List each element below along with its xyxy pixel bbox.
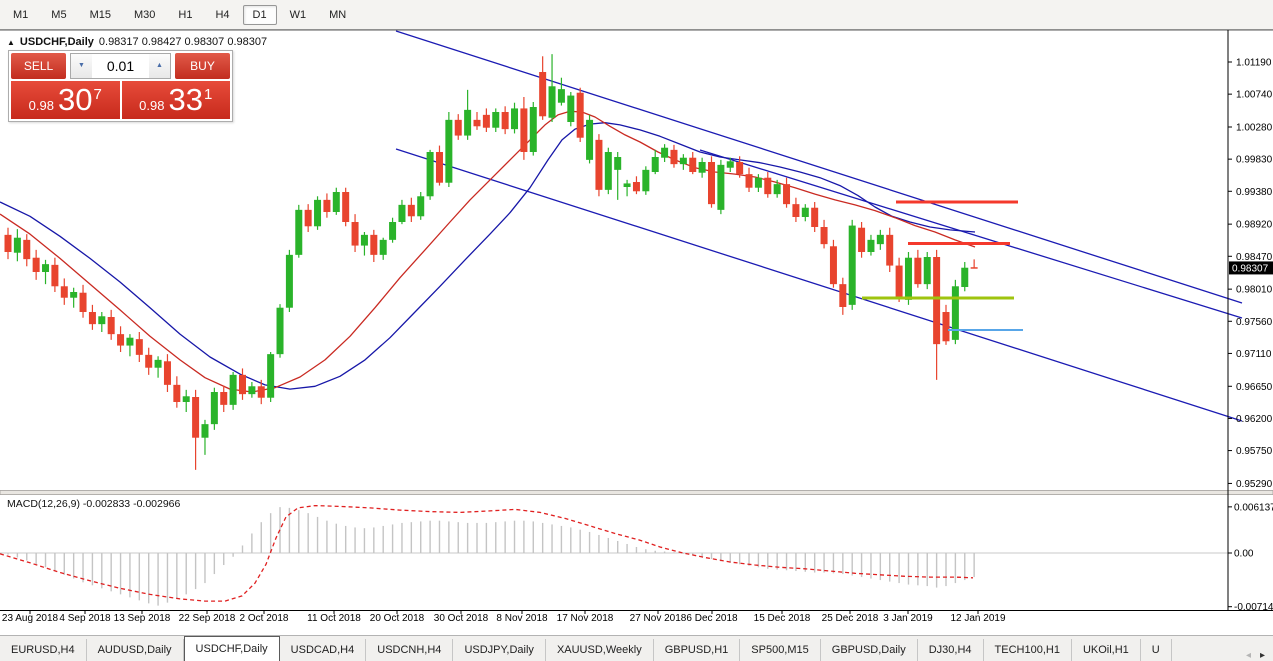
buy-price-prefix: 0.98 (139, 97, 165, 113)
chart-tab-xauusd-weekly[interactable]: XAUUSD,Weekly (546, 639, 654, 661)
date-tick-label: 30 Oct 2018 (433, 613, 489, 624)
svg-text:0.97110: 0.97110 (1236, 349, 1272, 360)
date-axis-ticks (29, 611, 979, 614)
timeframe-toolbar: M1 M5 M15 M30 H1 H4 D1 W1 MN (0, 0, 1273, 30)
date-tick-label: 20 Oct 2018 (369, 613, 425, 624)
date-tick-label: 4 Sep 2018 (59, 613, 111, 624)
date-tick-label: 23 Aug 2018 (1, 613, 59, 624)
svg-text:0.98920: 0.98920 (1236, 220, 1273, 231)
chart-tab-audusd-daily[interactable]: AUDUSD,Daily (87, 639, 184, 661)
sell-price-prefix: 0.98 (28, 97, 54, 113)
timeframe-button-mn[interactable]: MN (329, 8, 347, 21)
date-tick-label: 3 Jan 2019 (883, 613, 933, 624)
date-tick-label: 6 Dec 2018 (686, 613, 738, 624)
moving-average-lines (0, 110, 976, 393)
date-tick-label: 17 Nov 2018 (556, 613, 614, 624)
buy-button[interactable]: BUY (175, 53, 230, 79)
svg-text:0.95750: 0.95750 (1236, 446, 1273, 457)
chart-tab-usdcnh-h4[interactable]: USDCNH,H4 (366, 639, 454, 661)
chart-tab-eurusd-h4[interactable]: EURUSD,H4 (0, 639, 87, 661)
svg-text:0.97560: 0.97560 (1236, 317, 1273, 328)
sell-price-pips: 30 (57, 82, 93, 117)
date-axis: 23 Aug 2018 4 Sep 2018 13 Sep 2018 22 Sep 2… (0, 613, 1228, 631)
timeframe-button-h1[interactable]: H1 (178, 8, 193, 21)
date-tick-label: 8 Nov 2018 (496, 613, 548, 624)
date-tick-label: 2 Oct 2018 (239, 613, 289, 624)
timeframe-button-d1[interactable]: D1 (242, 4, 277, 25)
timeframe-button-h4[interactable]: H4 (215, 8, 230, 21)
timeframe-button-w1[interactable]: W1 (289, 8, 307, 21)
chart-tab-sp500-m15[interactable]: SP500,M15 (740, 639, 821, 661)
svg-text:0.96200: 0.96200 (1236, 414, 1273, 425)
sell-price-pipette: 7 (93, 85, 102, 103)
timeframe-button-m1[interactable]: M1 (13, 8, 29, 21)
sell-button[interactable]: SELL (11, 53, 66, 79)
chart-tab-usdchf-daily[interactable]: USDCHF,Daily (183, 636, 280, 661)
date-tick-label: 27 Nov 2018 (629, 613, 687, 624)
svg-text:0.99830: 0.99830 (1236, 155, 1273, 166)
chart-tab-gbpusd-h1[interactable]: GBPUSD,H1 (654, 639, 741, 661)
candlesticks (4, 54, 978, 470)
tab-scroll-right-icon[interactable]: ▸ (1259, 650, 1265, 661)
svg-text:0.95290: 0.95290 (1236, 479, 1273, 490)
tab-scroll-left-icon[interactable]: ◂ (1245, 650, 1251, 661)
chart-tab-list: EURUSD,H4 AUDUSD,Daily USDCHF,Daily USDCAD,… (0, 636, 1172, 661)
chart-tab-tech100-h1[interactable]: TECH100,H1 (984, 639, 1072, 661)
ohlc-values: 0.98317 0.98427 0.98307 0.98307 (98, 36, 268, 48)
chart-tab-bar: EURUSD,H4 AUDUSD,Daily USDCHF,Daily USDCAD,… (0, 635, 1273, 661)
symbol-name: USDCHF,Daily (19, 36, 94, 48)
date-tick-label: 25 Dec 2018 (821, 613, 879, 624)
svg-text:0.98010: 0.98010 (1236, 285, 1273, 296)
chart-tab-ukoil-h1[interactable]: UKOil,H1 (1072, 639, 1141, 661)
svg-text:0.98307: 0.98307 (1232, 263, 1269, 274)
svg-text:1.00280: 1.00280 (1236, 123, 1273, 134)
svg-text:0.006137: 0.006137 (1234, 502, 1273, 513)
svg-text:0.96650: 0.96650 (1236, 382, 1273, 393)
timeframe-button-m15[interactable]: M15 (89, 8, 111, 21)
timeframe-button-m5[interactable]: M5 (51, 8, 67, 21)
timeframe-button-group: M1 M5 M15 M30 H1 H4 D1 W1 MN (0, 4, 356, 25)
sell-price-box[interactable]: 0.98 30 7 (11, 81, 120, 119)
macd-indicator-label: MACD(12,26,9) -0.002833 -0.002966 (7, 498, 181, 510)
horizontal-level-lines (862, 200, 1023, 331)
collapse-triangle-icon[interactable]: ▲ (7, 37, 15, 47)
chart-tab-u[interactable]: U (1141, 639, 1172, 661)
macd-signal-line (0, 504, 974, 602)
chart-tab-usdcad-h4[interactable]: USDCAD,H4 (280, 639, 367, 661)
buy-price-pips: 33 (168, 82, 203, 117)
svg-text:1.01190: 1.01190 (1236, 58, 1272, 69)
svg-text:0.99380: 0.99380 (1236, 187, 1273, 198)
price-axis[interactable]: 1.01190 1.00740 1.00280 0.99830 0.99380 0.989… (1228, 58, 1273, 614)
volume-input[interactable] (92, 53, 149, 79)
date-tick-label: 15 Dec 2018 (753, 613, 811, 624)
volume-decrease-button[interactable]: ▼ (70, 53, 92, 79)
trend-channel-lines (395, 30, 1243, 422)
buy-price-pipette: 1 (203, 85, 213, 103)
chart-tab-usdjpy-daily[interactable]: USDJPY,Daily (453, 639, 546, 661)
date-tick-label: 12 Jan 2019 (950, 613, 1006, 624)
date-tick-label: 11 Oct 2018 (307, 613, 361, 624)
date-tick-label: 13 Sep 2018 (113, 613, 171, 624)
tab-scroll-controls: ◂ ▸ (1238, 650, 1273, 661)
svg-text:1.00740: 1.00740 (1236, 90, 1273, 101)
timeframe-button-m30[interactable]: M30 (133, 8, 156, 21)
chart-tab-dj30-h4[interactable]: DJ30,H4 (918, 639, 984, 661)
chart-symbol-header: ▲ USDCHF,Daily 0.98317 0.98427 0.98307 0… (7, 36, 267, 48)
macd-histogram (7, 507, 975, 606)
svg-text:-0.007142: -0.007142 (1234, 602, 1273, 613)
date-tick-label: 22 Sep 2018 (178, 613, 236, 624)
buy-price-box[interactable]: 0.98 33 1 (121, 81, 230, 119)
panel-splitter[interactable] (0, 490, 1273, 495)
one-click-trade-panel: SELL ▼ ▲ BUY 0.98 30 7 0.98 33 1 (8, 50, 233, 122)
svg-text:0.00: 0.00 (1234, 549, 1254, 560)
svg-text:0.98470: 0.98470 (1236, 252, 1273, 263)
volume-increase-button[interactable]: ▲ (149, 53, 171, 79)
chart-tab-gbpusd-daily[interactable]: GBPUSD,Daily (821, 639, 918, 661)
current-price-tag (1229, 261, 1273, 275)
